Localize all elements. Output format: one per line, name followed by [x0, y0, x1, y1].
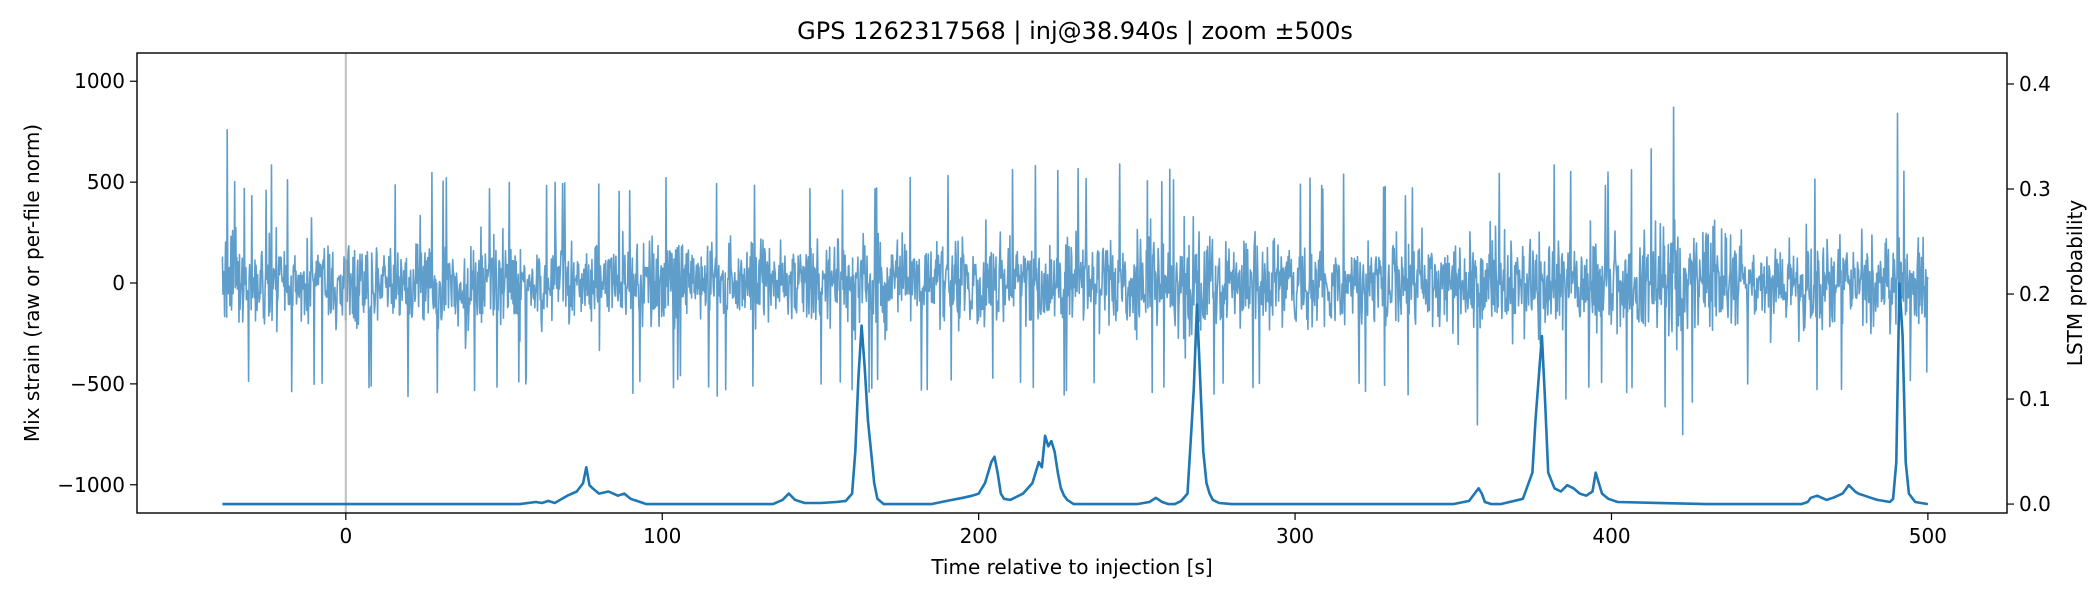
strain-series-line [221, 106, 1929, 436]
x-tick-label: 100 [643, 524, 681, 548]
y-left-tick-label: 500 [87, 170, 125, 194]
probability-series-line [222, 282, 1929, 506]
y-right-tick-label: 0.1 [2019, 387, 2051, 411]
x-tick-label: 500 [1909, 524, 1947, 548]
y-left-tick-label: 1000 [74, 69, 125, 93]
x-tick-label: 0 [339, 524, 352, 548]
x-tick-label: 400 [1592, 524, 1630, 548]
x-axis-title: Time relative to injection [s] [930, 555, 1212, 579]
y-axis-right-title: LSTM probability [2063, 200, 2087, 367]
y-right-tick-label: 0.2 [2019, 282, 2051, 306]
y-left-tick-label: 0 [112, 271, 125, 295]
y-right-tick-label: 0.4 [2019, 72, 2051, 96]
y-axis-left: −1000 −500 0 500 1000 [57, 69, 137, 497]
y-axis-left-title: Mix strain (raw or per-file norm) [20, 124, 44, 442]
x-tick-label: 300 [1276, 524, 1314, 548]
y-right-tick-label: 0.3 [2019, 177, 2051, 201]
x-tick-label: 200 [960, 524, 998, 548]
y-right-tick-label: 0.0 [2019, 492, 2051, 516]
y-left-tick-label: −1000 [57, 473, 125, 497]
y-axis-right: 0.0 0.1 0.2 0.3 0.4 [2007, 72, 2051, 516]
plot-area [221, 53, 1929, 513]
x-axis: 0 100 200 300 400 500 [339, 513, 1947, 548]
y-left-tick-label: −500 [70, 372, 125, 396]
chart-title: GPS 1262317568 | inj@38.940s | zoom ±500… [797, 17, 1353, 45]
